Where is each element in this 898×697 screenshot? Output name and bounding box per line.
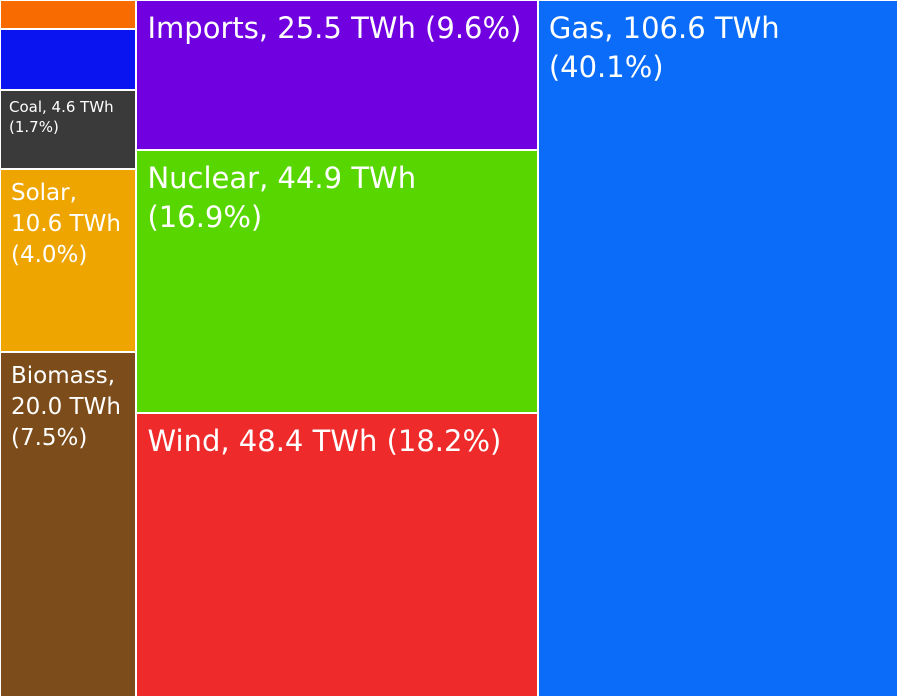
cell-label: Wind, 48.4 TWh (18.2%) [147, 424, 502, 459]
cell-label: Biomass, 20.0 TWh (7.5%) [11, 362, 121, 452]
cell-label: Imports, 25.5 TWh (9.6%) [147, 11, 522, 45]
treemap-cell: Nuclear, 44.9 TWh (16.9%) [136, 149, 538, 414]
treemap-cell: Imports, 25.5 TWh (9.6%) [136, 0, 538, 150]
cell-label: Solar, 10.6 TWh (4.0%) [11, 180, 121, 269]
treemap-cell [0, 0, 137, 30]
cell-label: Coal, 4.6 TWh (1.7%) [9, 97, 114, 136]
treemap-cell: Gas, 106.6 TWh (40.1%) [537, 0, 898, 697]
treemap-cell: Coal, 4.6 TWh (1.7%) [0, 89, 137, 170]
treemap-cell: Solar, 10.6 TWh (4.0%) [0, 169, 137, 352]
cell-label: Nuclear, 44.9 TWh (16.9%) [147, 160, 417, 234]
cell-label: Gas, 106.6 TWh (40.1%) [548, 11, 780, 85]
treemap-cell [0, 29, 137, 90]
treemap-cell: Biomass, 20.0 TWh (7.5%) [0, 351, 137, 697]
treemap-cell: Wind, 48.4 TWh (18.2%) [136, 413, 538, 697]
